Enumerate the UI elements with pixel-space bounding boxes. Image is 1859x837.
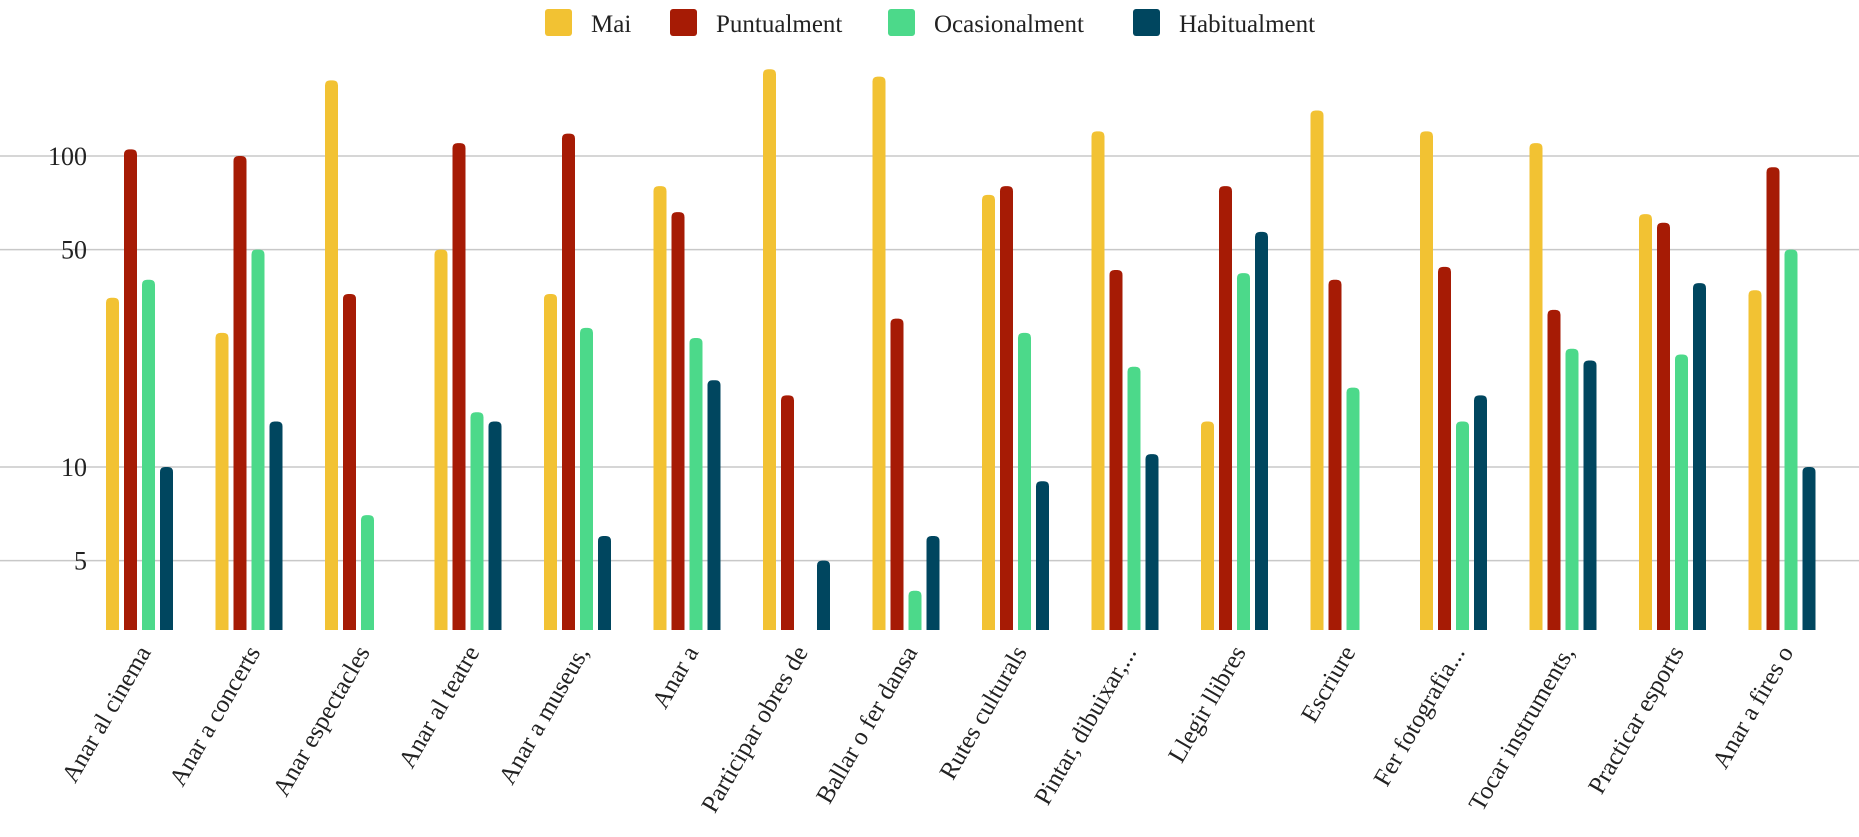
bar [1219, 186, 1232, 630]
legend-swatch [545, 9, 572, 36]
legend-swatch [888, 9, 915, 36]
bar [1766, 167, 1780, 631]
bar [1091, 131, 1105, 630]
bar [1127, 366, 1141, 630]
legend-swatch [1133, 9, 1160, 36]
y-tick-label: 100 [48, 142, 87, 171]
x-tick-label: Anar a museus, [494, 642, 595, 790]
bar [1565, 348, 1579, 630]
bar [106, 297, 119, 630]
bar [1529, 143, 1543, 630]
bar [142, 279, 155, 630]
x-tick-label: Anar a fires o [1707, 642, 1799, 774]
x-tick-label: Anar espectacles [268, 642, 376, 802]
bar [452, 143, 466, 630]
bar [598, 535, 611, 630]
bar [488, 421, 502, 630]
bar [160, 467, 173, 630]
x-tick-label: Anar al teatre [394, 642, 485, 773]
bar [343, 293, 356, 630]
bar [1018, 332, 1031, 630]
bar [1036, 481, 1049, 630]
bar [1328, 279, 1342, 630]
x-tick-label: Llegir llibres [1163, 642, 1251, 768]
bar [1748, 290, 1762, 630]
bar [1784, 249, 1798, 630]
bar [653, 186, 667, 630]
y-tick-label: 10 [61, 453, 87, 482]
bar [269, 421, 283, 630]
bar [1438, 266, 1451, 630]
legend-swatch [670, 9, 697, 36]
bar [1420, 131, 1433, 630]
bar [671, 212, 685, 631]
bar [817, 560, 830, 630]
bar [1639, 214, 1652, 630]
bar [1255, 231, 1268, 630]
bar [361, 515, 374, 630]
x-tick-label: Anar a concerts [164, 642, 266, 791]
x-tick-label: Rutes culturals [935, 642, 1033, 785]
bar [781, 395, 794, 630]
bar [1547, 309, 1561, 630]
bar [1802, 467, 1816, 630]
x-tick-label: Tocar instruments, [1464, 642, 1580, 816]
bar [233, 156, 247, 630]
legend: Mai Puntualment Ocasionalment Habitualment [545, 9, 1315, 38]
bar [470, 412, 484, 630]
x-tick-label: Escriure [1296, 642, 1361, 728]
bar [1000, 186, 1013, 630]
bar [982, 194, 995, 630]
bar [1201, 421, 1214, 630]
bar [544, 293, 557, 630]
x-tick-label: Practicar esports [1583, 642, 1689, 799]
bar [1346, 387, 1360, 630]
bar [562, 133, 575, 630]
legend-label: Ocasionalment [934, 11, 1084, 38]
bar [1237, 273, 1250, 630]
legend-label: Puntualment [716, 11, 842, 38]
bar [1145, 454, 1159, 630]
x-tick-label: Ballar o fer dansa [811, 642, 923, 809]
x-tick-label: Anar al cinema [57, 642, 157, 788]
bar [707, 380, 721, 630]
x-tick-label: Pintar, dibuixar,... [1030, 642, 1143, 810]
bar [580, 327, 593, 630]
bar [1109, 269, 1123, 630]
y-tick-label: 50 [61, 236, 87, 265]
x-axis: Anar al cinema Anar a concerts Anar espect… [57, 642, 1799, 818]
bar [1657, 222, 1670, 630]
bar [872, 76, 886, 631]
bar [890, 318, 904, 630]
bar [763, 69, 776, 631]
bar [1456, 421, 1469, 630]
bar [1310, 110, 1324, 630]
x-tick-label: Fer fotografia... [1369, 642, 1471, 791]
bars [106, 69, 1816, 631]
bar [1675, 354, 1688, 630]
bar [1583, 360, 1597, 630]
legend-label: Mai [591, 11, 631, 38]
bar [251, 249, 265, 630]
x-tick-label: Anar a [647, 642, 704, 714]
bar [124, 149, 137, 630]
bar [926, 535, 940, 630]
x-tick-label: Participar obres de [697, 642, 814, 818]
y-axis: 5 10 50 100 [48, 142, 87, 576]
y-tick-label: 5 [74, 547, 87, 576]
bar [215, 332, 229, 630]
bar [434, 249, 448, 630]
bar [1693, 283, 1706, 630]
bar [1474, 395, 1487, 630]
bar [908, 590, 922, 630]
bar [689, 337, 703, 630]
bar [325, 80, 338, 631]
legend-label: Habitualment [1179, 11, 1315, 38]
